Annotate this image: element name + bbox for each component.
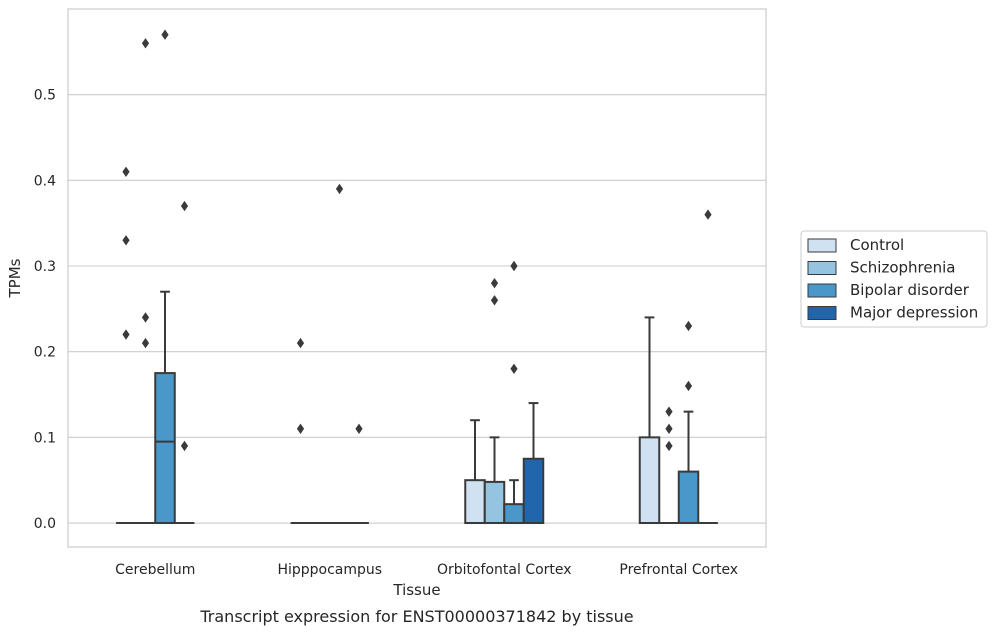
legend-frame: [800, 230, 988, 328]
outlier-point: [141, 337, 150, 349]
outlier-point: [665, 423, 673, 434]
y-axis-label: TPMs: [6, 258, 24, 298]
outlier-point: [122, 329, 130, 340]
chart-caption: Transcript expression for ENST0000037184…: [199, 607, 633, 626]
outlier-point: [122, 166, 130, 177]
outlier-point: [180, 440, 189, 452]
box: [677, 470, 700, 525]
outlier-point: [490, 295, 499, 306]
box: [522, 457, 545, 525]
outlier-point: [510, 363, 518, 375]
x-axis-label: Tissue: [392, 581, 440, 599]
legend-label: Major depression: [850, 304, 978, 322]
outlier-point: [296, 423, 305, 434]
outlier-point: [180, 200, 189, 212]
x-tick-label: Orbitofontal Cortex: [437, 562, 572, 578]
legend-swatch: [807, 261, 837, 275]
box: [503, 503, 525, 525]
y-tick-label: 0.4: [34, 173, 56, 189]
legend: Control Schizophrenia Bipolar disorder Majo…: [800, 230, 988, 328]
boxes-layer: [116, 290, 718, 525]
outlier-point: [355, 423, 363, 434]
legend-swatch: [807, 306, 837, 320]
outlier-point: [296, 337, 305, 349]
x-tick-label: Cerebellum: [115, 562, 195, 578]
outlier-point: [490, 277, 499, 289]
outlier-point: [510, 260, 518, 272]
legend-swatch: [807, 283, 837, 298]
legend-swatch: [807, 238, 837, 253]
outlier-point: [161, 29, 169, 40]
outlier-point: [122, 235, 130, 246]
outlier-point: [335, 183, 344, 195]
x-tick-label: Hipppocampus: [277, 562, 382, 578]
outlier-point: [684, 380, 693, 392]
outlier-point: [704, 209, 712, 220]
legend-label: Schizophrenia: [850, 259, 955, 277]
outlier-point: [665, 440, 673, 452]
y-tick-label: 0.1: [34, 430, 56, 446]
box: [154, 372, 176, 525]
outlier-point: [141, 312, 150, 323]
y-tick-label: 0.5: [34, 88, 56, 104]
outlier-point: [665, 406, 673, 417]
box: [483, 480, 506, 525]
x-tick-labels: Cerebellum Hipppocampus Orbitofontal Corte…: [115, 562, 738, 578]
outlier-point: [141, 38, 150, 49]
plot-frame: [67, 8, 767, 548]
box: [638, 436, 661, 525]
outliers-layer: [122, 29, 712, 452]
y-tick-label: 0.2: [34, 345, 56, 361]
legend-label: Bipolar disorder: [850, 281, 970, 299]
x-tick-label: Prefrontal Cortex: [619, 562, 738, 578]
outlier-point: [684, 320, 693, 332]
legend-label: Control: [850, 236, 904, 254]
y-tick-label: 0.3: [34, 259, 56, 275]
y-tick-labels: 0.0 0.1 0.2 0.3 0.4 0.5: [34, 88, 56, 532]
y-tick-label: 0.0: [34, 516, 56, 532]
box: [464, 479, 486, 525]
